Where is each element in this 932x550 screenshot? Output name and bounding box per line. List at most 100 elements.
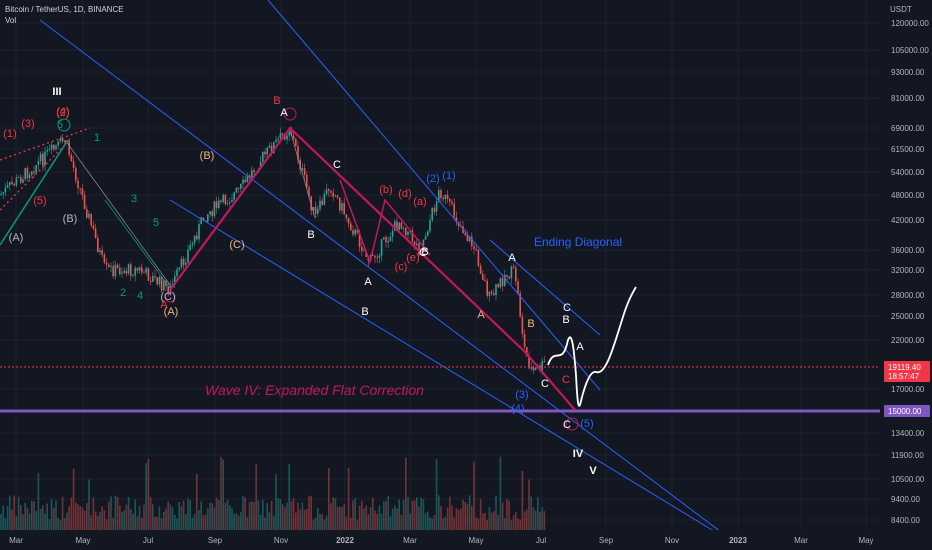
candle-body: [246, 175, 249, 183]
candle-body: [429, 220, 431, 232]
volume-bar: [202, 515, 205, 530]
candle-body: [125, 270, 128, 274]
volume-bar: [306, 508, 308, 530]
volume-bar: [312, 519, 315, 530]
price-axis[interactable]: USDT 120000.00 105000.00 93000.00 81000.00 6…: [880, 0, 932, 530]
candle-body: [72, 161, 75, 168]
time-tick: Mar: [9, 536, 23, 545]
volume-bar: [257, 500, 260, 530]
price-tick: 11900.00: [891, 451, 924, 460]
volume-bar: [339, 506, 341, 530]
wave-label: A: [280, 107, 288, 119]
wave-label: (1): [442, 170, 455, 182]
volume-bar: [134, 499, 136, 530]
wave-label: B: [527, 318, 534, 330]
candle-body: [112, 266, 114, 277]
candle-body: [504, 275, 506, 286]
elliott-wave-subpath: [339, 179, 431, 265]
volume-bar: [420, 497, 422, 530]
volume-bar: [83, 510, 86, 530]
volume-bar: [141, 517, 143, 530]
volume-bar: [471, 505, 473, 530]
candle-body: [341, 203, 343, 211]
volume-bar: [262, 499, 264, 530]
candle-body: [319, 200, 321, 209]
volume-bar: [59, 519, 62, 530]
wave-circle-a: [164, 291, 176, 303]
volume-bar: [17, 496, 20, 530]
volume-bar: [13, 495, 15, 530]
candle-body: [281, 133, 284, 135]
candle-body: [2, 192, 4, 195]
candle-body: [396, 221, 398, 230]
wave-labels: III(1)(2)(3)(4)(5)5(A)(B)12345A(C)(A)(B)…: [3, 86, 597, 477]
time-tick: May: [858, 536, 873, 545]
volume-bar: [407, 497, 409, 530]
trendline-diagonal-top[interactable]: [489, 239, 601, 336]
volume-bar: [466, 504, 469, 530]
trendline-upper[interactable]: [267, 0, 601, 391]
price-tick: 32000.00: [891, 266, 925, 275]
volume-bar: [440, 506, 442, 530]
candle-body: [477, 249, 480, 266]
countdown: 18:57:47: [888, 372, 920, 381]
volume-bar: [165, 508, 167, 530]
candle-body: [493, 293, 495, 296]
candle-body: [105, 262, 108, 265]
volume-bar: [209, 502, 211, 530]
volume-bar: [277, 498, 279, 530]
volume-bar: [211, 503, 213, 530]
candle-body: [413, 241, 416, 246]
volume-bar: [149, 497, 152, 530]
volume-bar: [240, 511, 242, 530]
wave-label: (2): [56, 107, 69, 119]
trendline-lower[interactable]: [169, 199, 746, 550]
volume-bar: [189, 500, 191, 530]
volume-bar: [380, 513, 383, 530]
candle-body: [50, 144, 53, 150]
candle-body: [526, 347, 528, 357]
candle-body: [191, 243, 194, 246]
candle-body: [270, 145, 273, 154]
candle-body: [92, 225, 95, 229]
candle-body: [134, 267, 136, 276]
candle-body: [284, 134, 286, 140]
candle-body: [418, 243, 420, 255]
wave-label: (4): [56, 106, 69, 118]
candle-body: [488, 291, 491, 296]
volume-bar: [222, 459, 224, 530]
dotted-channel-top: [0, 127, 91, 161]
volume-bar: [290, 501, 293, 530]
candle-body: [301, 168, 304, 170]
candle-body: [350, 223, 352, 231]
wave-label: C: [562, 374, 570, 386]
candle-body: [160, 276, 163, 291]
volume-bar: [268, 512, 271, 530]
volume-bar: [156, 516, 158, 530]
chart-header: Bitcoin / TetherUS, 1D, BINANCE Vol: [5, 4, 124, 26]
candle-body: [490, 291, 493, 294]
volume-bar: [143, 504, 145, 530]
candle-body: [17, 177, 20, 178]
candle-body: [103, 254, 106, 263]
candle-body: [446, 194, 449, 199]
candle-body: [79, 188, 81, 189]
time-axis[interactable]: Mar May Jul Sep Nov 2022 Mar May Jul Sep Nov 2023 Ma…: [0, 530, 880, 550]
candle-body: [475, 248, 477, 250]
wave-label: B: [273, 95, 280, 107]
candle-body: [53, 144, 55, 150]
volume-bar: [116, 496, 119, 530]
candle-body: [61, 138, 64, 142]
volume-bar: [449, 496, 451, 530]
wave-label: (1): [3, 128, 16, 140]
volume-bar: [286, 502, 288, 530]
candle-body: [444, 194, 447, 200]
volume-bar: [176, 518, 178, 530]
volume-bar: [123, 510, 125, 530]
candle-body: [132, 275, 134, 277]
wave-label: C: [563, 419, 571, 431]
trendline-middle[interactable]: [39, 19, 746, 550]
candle-body: [88, 213, 90, 218]
candle-body: [193, 235, 196, 244]
